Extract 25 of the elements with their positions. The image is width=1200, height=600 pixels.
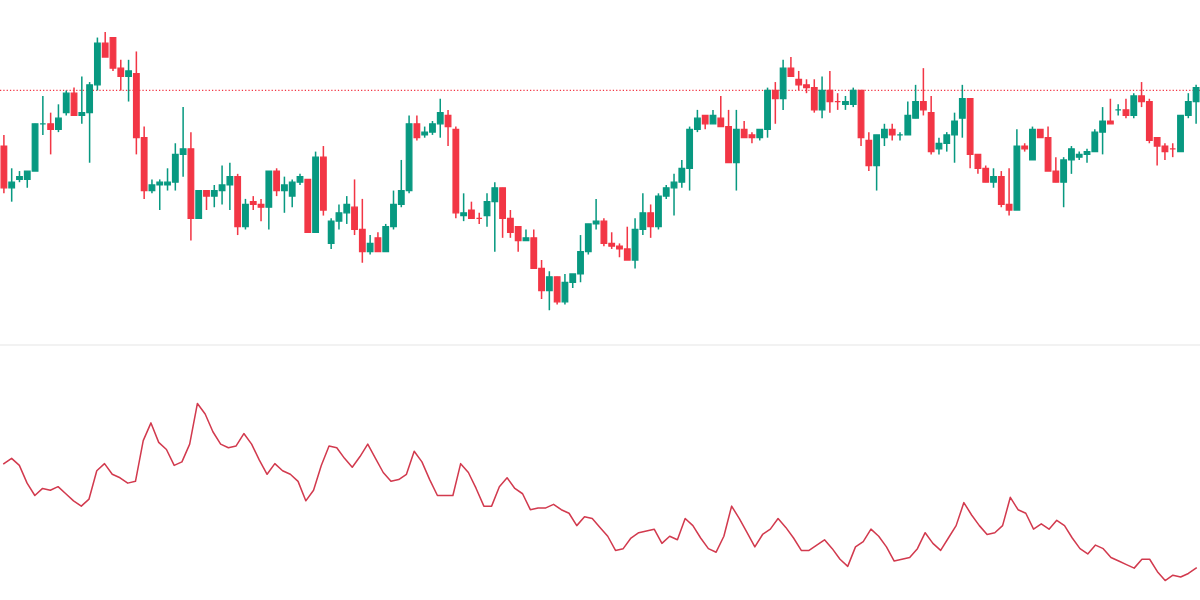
- candlestick: [273, 167, 281, 197]
- candlestick: [413, 114, 421, 142]
- candlestick: [47, 111, 55, 156]
- candlestick: [460, 192, 468, 222]
- candlestick: [787, 56, 795, 78]
- candlestick: [647, 203, 655, 239]
- candlestick: [818, 75, 826, 119]
- candlestick: [242, 198, 249, 231]
- candlestick: [990, 167, 997, 189]
- candlestick: [8, 167, 16, 203]
- candlestick: [771, 81, 779, 125]
- candlestick: [203, 189, 210, 211]
- candlestick: [1130, 92, 1138, 119]
- candlestick: [374, 231, 382, 253]
- candlestick: [1122, 97, 1130, 119]
- candlestick: [55, 103, 62, 133]
- candlestick: [826, 70, 834, 114]
- candlestick: [62, 89, 70, 117]
- candlestick: [1106, 97, 1114, 125]
- candlestick: [522, 228, 530, 242]
- candlestick: [444, 109, 452, 147]
- candlestick: [125, 59, 133, 103]
- candlestick: [366, 234, 374, 256]
- candlestick: [545, 270, 553, 311]
- candlestick: [958, 84, 966, 139]
